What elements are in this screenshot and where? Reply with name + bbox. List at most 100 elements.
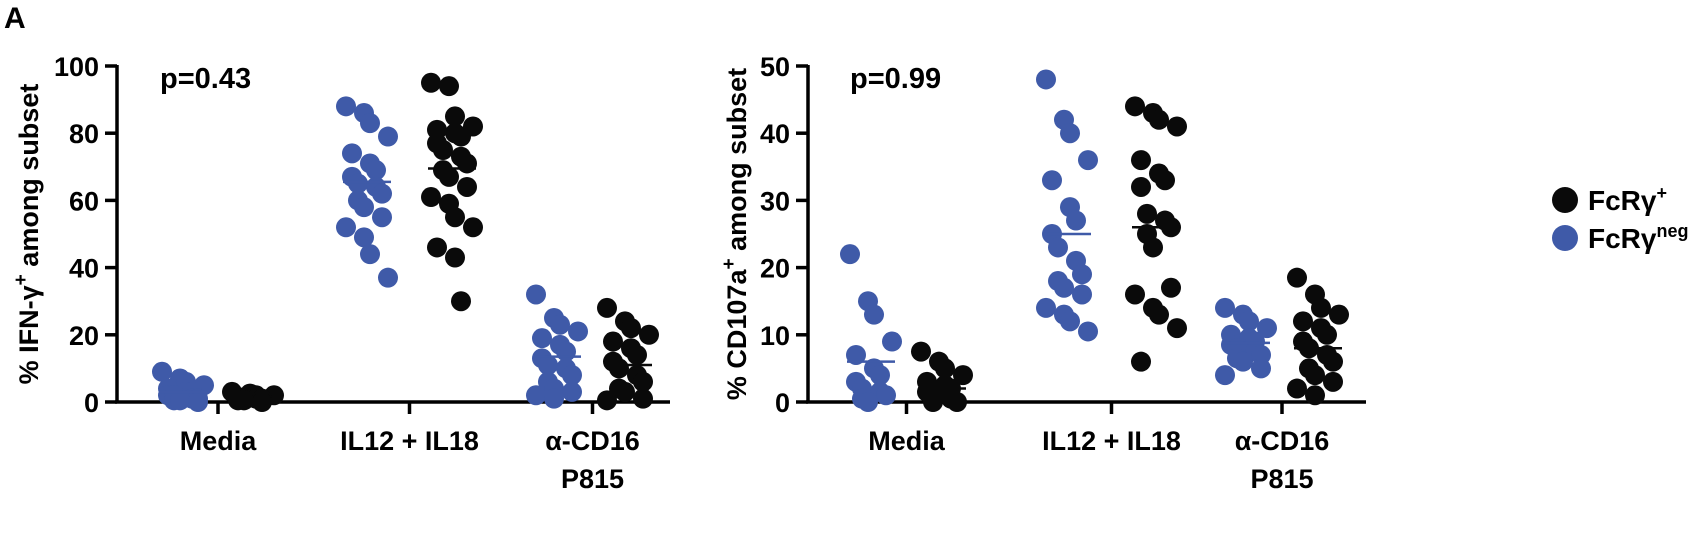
data-point: [1251, 358, 1271, 379]
data-point: [1072, 284, 1092, 305]
data-point: [1036, 69, 1056, 90]
data-point: [935, 358, 955, 379]
data-point: [445, 247, 465, 268]
category-label: P815: [561, 464, 624, 494]
data-point: [953, 365, 973, 386]
data-point: [597, 297, 617, 318]
data-point: [1054, 277, 1074, 298]
y-tick-label: 20: [760, 254, 790, 284]
data-point: [1233, 351, 1253, 372]
data-point: [170, 390, 190, 411]
data-point: [433, 140, 453, 160]
chart-ifn-gamma: 0 20 40 60 80 100 Media IL12 + IL18 α-CD16 P815 % …: [11, 52, 670, 494]
data-point: [1149, 304, 1169, 325]
data-point: [372, 207, 392, 228]
data-point: [1215, 365, 1235, 386]
p-value-annotation: p=0.99: [850, 63, 941, 95]
data-point: [1066, 210, 1086, 231]
data-point: [544, 388, 564, 409]
data-point: [1305, 365, 1325, 386]
data-point: [336, 217, 356, 238]
data-point: [1036, 297, 1056, 318]
data-point: [1167, 318, 1187, 339]
data-point: [360, 244, 380, 265]
data-point: [152, 361, 172, 382]
data-point: [354, 227, 374, 248]
data-point: [1155, 170, 1175, 191]
data-point: [615, 381, 635, 402]
data-point: [1048, 237, 1068, 258]
data-point: [427, 237, 447, 258]
data-point: [562, 381, 582, 402]
data-point: [378, 267, 398, 288]
legend-label: FcRγneg: [1588, 221, 1688, 254]
data-point: [1215, 297, 1235, 318]
category-label: IL12 + IL18: [1042, 426, 1181, 456]
data-point: [445, 207, 465, 228]
data-point: [1125, 96, 1145, 117]
data-point: [421, 72, 441, 93]
y-tick-label: 40: [69, 254, 99, 284]
data-point: [451, 126, 471, 147]
y-tick-label: 30: [760, 186, 790, 216]
data-point: [627, 344, 647, 365]
data-point: [1149, 109, 1169, 130]
y-axis-label: % CD107a+ among subset: [719, 68, 752, 400]
data-point: [1311, 297, 1331, 318]
data-point: [439, 166, 459, 187]
y-tick-label: 0: [84, 388, 99, 418]
data-point: [947, 392, 967, 412]
data-point: [876, 385, 896, 406]
data-point: [1323, 371, 1343, 392]
data-point: [252, 392, 272, 412]
data-point: [923, 392, 943, 412]
data-point: [1329, 304, 1349, 325]
data-point: [562, 365, 582, 386]
data-point: [1161, 277, 1181, 298]
y-tick-label: 60: [69, 186, 99, 216]
data-point: [342, 143, 362, 164]
data-point: [1323, 351, 1343, 372]
data-point: [1167, 116, 1187, 137]
data-point: [840, 244, 860, 265]
data-point: [621, 318, 641, 339]
y-tick-label: 50: [760, 52, 790, 82]
data-point: [354, 197, 374, 218]
data-point: [550, 314, 570, 335]
data-point: [882, 331, 902, 352]
data-point: [1257, 318, 1277, 339]
data-point: [457, 176, 477, 197]
data-point: [603, 331, 623, 352]
y-tick-label: 20: [69, 321, 99, 351]
data-point: [372, 183, 392, 204]
data-point: [1305, 385, 1325, 406]
category-label: Media: [180, 426, 258, 456]
data-point: [1131, 150, 1151, 171]
data-point: [568, 321, 588, 342]
category-label: Media: [868, 426, 946, 456]
y-tick-label: 0: [775, 388, 790, 418]
data-point: [532, 328, 552, 349]
data-point: [538, 355, 558, 376]
legend: FcRγ+ FcRγneg: [1552, 183, 1688, 254]
data-point: [870, 365, 890, 386]
data-point: [1078, 321, 1098, 342]
data-point: [234, 390, 254, 411]
data-point: [526, 284, 546, 305]
data-point: [911, 341, 931, 362]
p-value-annotation: p=0.43: [160, 63, 251, 95]
y-tick-label: 100: [54, 52, 99, 82]
data-point: [633, 388, 653, 409]
data-point: [457, 153, 477, 174]
data-point: [1125, 284, 1145, 305]
data-point: [846, 344, 866, 365]
data-point: [1078, 150, 1098, 171]
data-point: [1042, 170, 1062, 191]
data-point: [633, 371, 653, 392]
data-point: [858, 392, 878, 412]
data-point: [1287, 378, 1307, 399]
category-label: α-CD16: [545, 426, 640, 456]
data-point: [864, 304, 884, 325]
y-tick-label: 10: [760, 321, 790, 351]
data-point: [639, 324, 659, 345]
